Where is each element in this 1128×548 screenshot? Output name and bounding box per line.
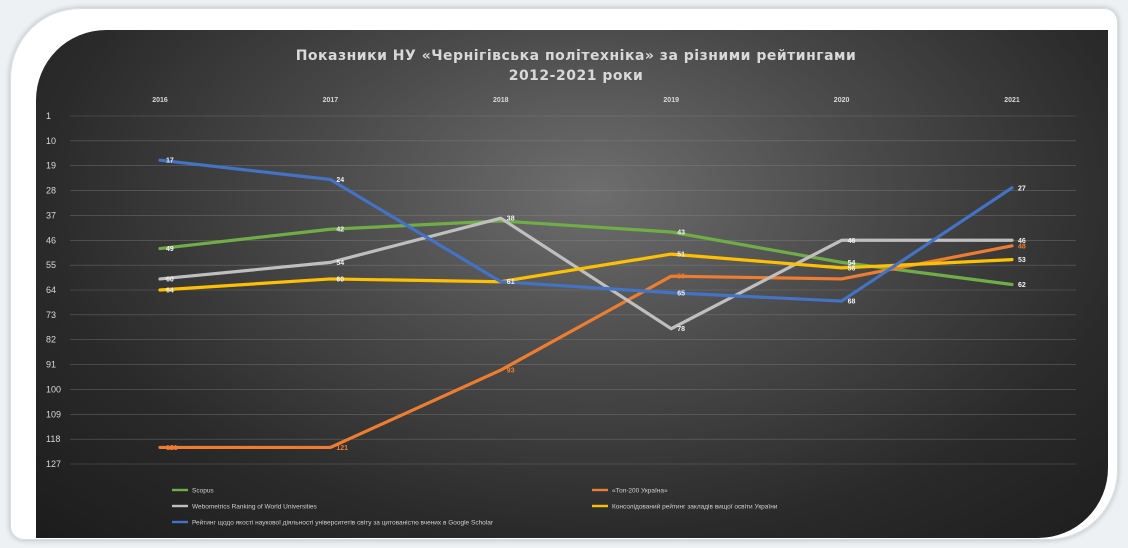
x-tick-label: 2019 [663, 97, 679, 104]
x-axis: 2016 2017 2018 2019 2020 2021 [152, 97, 1020, 104]
series-line [158, 216, 1014, 331]
data-label: 46 [848, 238, 856, 245]
data-label: 59 [677, 274, 685, 281]
x-tick-label: 2020 [834, 97, 850, 104]
data-label: 43 [677, 230, 685, 237]
data-label: 49 [166, 246, 174, 253]
legend: Scopus «Топ-200 Україна» Webometrics Ranki… [172, 487, 778, 526]
y-tick-label: 55 [46, 260, 56, 270]
y-tick-label: 91 [46, 360, 56, 370]
y-tick-label: 73 [46, 310, 56, 320]
data-label: 121 [336, 445, 348, 452]
y-tick-label: 118 [46, 434, 60, 444]
x-tick-label: 2016 [152, 97, 168, 104]
data-label: 38 [507, 216, 515, 223]
y-tick-label: 1 [46, 111, 51, 121]
series-line [158, 252, 1014, 292]
data-label: 42 [336, 227, 344, 234]
data-label: 65 [677, 290, 685, 297]
legend-entry: Рейтинг щодо якості наукової діяльності … [192, 518, 494, 526]
data-label: 68 [848, 299, 856, 306]
x-tick-label: 2017 [323, 97, 339, 104]
y-tick-label: 82 [46, 335, 56, 345]
series-line [158, 158, 1014, 303]
x-tick-label: 2018 [493, 97, 509, 104]
data-label: 27 [1018, 185, 1026, 192]
x-tick-label: 2021 [1004, 97, 1020, 104]
legend-entry: Scopus [192, 487, 214, 494]
y-tick-label: 109 [46, 409, 61, 419]
data-label: 51 [677, 252, 685, 259]
line-chart: Показники НУ «Чернігівська політехніка» … [46, 48, 1076, 526]
y-tick-label: 10 [46, 136, 56, 146]
data-label: 61 [507, 279, 515, 286]
data-label: 17 [166, 158, 174, 165]
data-label: 54 [336, 260, 344, 267]
data-label: 46 [1018, 238, 1026, 245]
y-axis: 1 10 19 28 37 46 55 64 73 82 91 100 109 118 127 [46, 111, 61, 469]
slide-frame: Показники НУ «Чернігівська політехніка» … [10, 8, 1118, 540]
data-label: 62 [1018, 282, 1026, 289]
data-label: 24 [336, 177, 344, 184]
y-tick-label: 127 [46, 459, 61, 469]
data-label: 54 [848, 260, 856, 267]
y-tick-label: 28 [46, 186, 56, 196]
chart-title-line-2: 2012-2021 роки [509, 68, 644, 84]
data-label: 121 [166, 445, 178, 452]
data-label: 78 [677, 326, 685, 333]
data-label: 48 [1018, 243, 1026, 250]
legend-entry: «Топ-200 Україна» [612, 487, 668, 494]
chart-title-line-1: Показники НУ «Чернігівська політехніка» … [296, 48, 857, 64]
y-tick-label: 64 [46, 285, 56, 295]
y-tick-label: 19 [46, 161, 56, 171]
legend-entry: Консолідований рейтинг закладів вищої ос… [612, 502, 778, 510]
data-label: 93 [507, 368, 515, 375]
data-label: 53 [1018, 257, 1026, 264]
data-label: 64 [166, 288, 174, 295]
y-tick-label: 100 [46, 384, 61, 394]
y-tick-label: 37 [46, 210, 56, 220]
data-label: 60 [166, 276, 174, 283]
series-group [158, 158, 1014, 450]
data-label: 56 [848, 265, 856, 272]
legend-entry: Webometrics Ranking of World Universitie… [192, 503, 317, 510]
data-label: 60 [336, 276, 344, 283]
chart-area: Показники НУ «Чернігівська політехніка» … [36, 30, 1108, 538]
y-tick-label: 46 [46, 235, 56, 245]
data-labels: 49 42 43 54 62 121 121 93 59 48 60 54 38 78 46 46 64 60 51… [166, 158, 1026, 452]
series-line [158, 244, 1014, 450]
